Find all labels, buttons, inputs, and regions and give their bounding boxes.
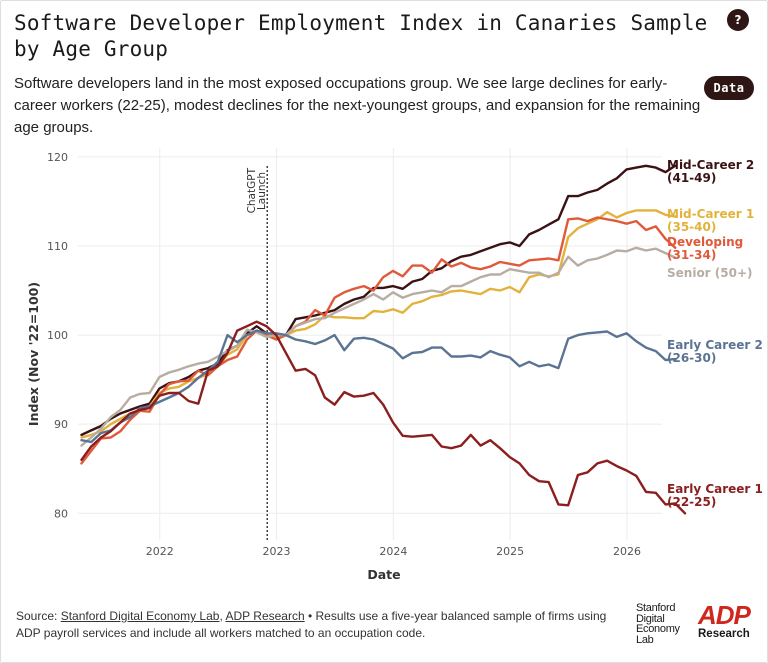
y-tick-label: 90	[54, 418, 68, 431]
series-line-developing	[80, 216, 677, 465]
y-axis-title: Index (Nov '22=100)	[26, 282, 41, 426]
adp-research-wordmark: Research	[698, 628, 750, 640]
chart-subtitle: Software developers land in the most exp…	[14, 75, 701, 136]
data-button[interactable]: Data	[704, 76, 754, 100]
series-lines	[80, 164, 687, 515]
x-tick-label: 2022	[146, 545, 174, 558]
series-line-senior-50	[80, 246, 677, 447]
series-label-name: Developing	[667, 235, 743, 249]
launch-label: Launch	[256, 172, 268, 210]
sdel-line-1: Stanford	[636, 602, 676, 614]
y-tick-label: 120	[47, 151, 68, 164]
series-label-name: Senior (50+)	[667, 266, 753, 280]
sdel-line-4: Lab	[636, 633, 654, 646]
series-labels: Mid-Career 2(41-49) Mid-Career 1(35-40)De…	[667, 158, 763, 509]
series-line-mid-career-2	[80, 164, 677, 437]
source-note: Source: Stanford Digital Economy Lab, AD…	[16, 608, 626, 642]
series-line-early-career-2	[80, 329, 677, 444]
x-tick-label: 2026	[613, 545, 641, 558]
help-button[interactable]: ?	[727, 9, 749, 31]
chart-title: Software Developer Employment Index in C…	[14, 11, 708, 61]
sdel-line-2: Digital	[636, 612, 665, 625]
series-label-age: (31-34)	[667, 248, 716, 262]
series-label-name: Mid-Career 1	[667, 207, 754, 221]
adp-wordmark: ADP	[698, 600, 751, 630]
chatgpt-label: ChatGPT	[246, 167, 258, 213]
x-tick-label: 2025	[496, 545, 524, 558]
y-tick-label: 80	[54, 507, 68, 520]
y-tick-label: 110	[47, 240, 68, 253]
sdel-line-3: Economy	[636, 623, 680, 635]
source-separator: ,	[219, 609, 226, 623]
source-prefix: Source:	[16, 609, 61, 623]
series-label-name: Early Career 1	[667, 482, 763, 496]
series-line-early-career-1	[80, 320, 687, 515]
adp-research-link[interactable]: ADP Research	[225, 609, 305, 623]
gridlines	[78, 148, 662, 540]
stanford-digital-economy-lab-logo: Stanford Digital Economy Lab	[636, 603, 680, 645]
x-tick-label: 2023	[263, 545, 291, 558]
x-tick-label: 2024	[379, 545, 407, 558]
series-label-name: Early Career 2	[667, 338, 763, 352]
adp-research-logo: ADP Research	[698, 602, 756, 642]
source-description: • Results use a five-year balanced sampl…	[16, 609, 607, 640]
axes: 80 90 100 110 120 2022 2023 2024 2025 2026 Date Ind…	[26, 151, 641, 582]
series-label-age: (35-40)	[667, 220, 716, 234]
line-chart: 80 90 100 110 120 2022 2023 2024 2025 2026 Date Ind…	[26, 148, 763, 582]
x-axis-title: Date	[367, 567, 400, 582]
series-label-age: (26-30)	[667, 351, 716, 365]
series-label-name: Mid-Career 2	[667, 158, 754, 172]
series-line-mid-career-1	[80, 209, 677, 439]
stanford-link[interactable]: Stanford Digital Economy Lab	[60, 609, 220, 623]
series-label-age: (41-49)	[667, 171, 716, 185]
y-tick-label: 100	[47, 329, 68, 342]
series-label-age: (22-25)	[667, 495, 716, 509]
